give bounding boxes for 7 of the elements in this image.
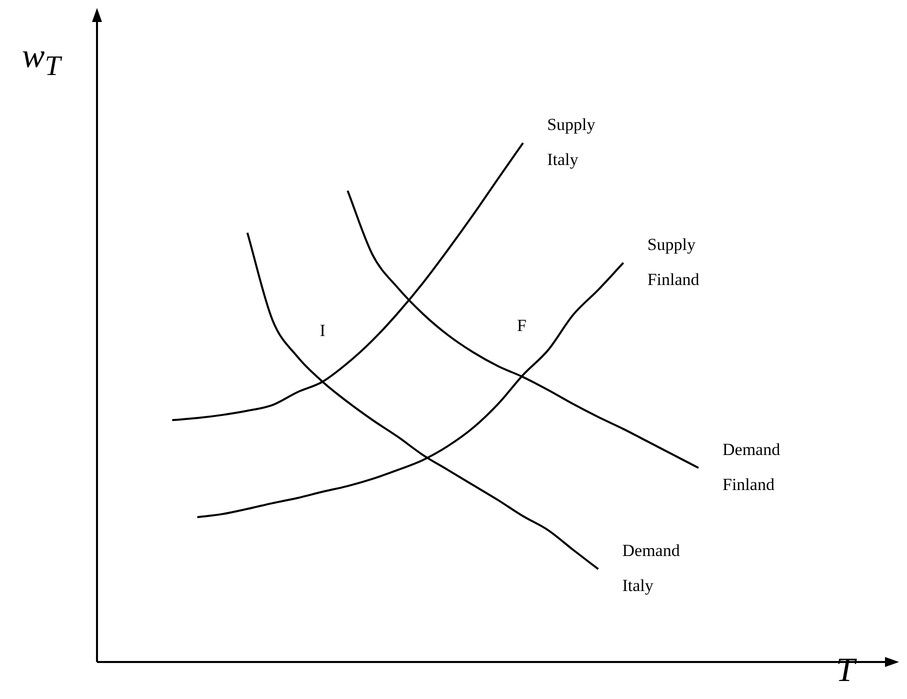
- annotation: I: [320, 321, 326, 340]
- series-label: Supply Finland: [647, 234, 700, 289]
- y-axis-title: w$_{T}$: [22, 38, 60, 83]
- series-label: Demand Finland: [722, 440, 781, 494]
- annotation: F: [517, 316, 526, 335]
- series-label: Demand Italy: [622, 541, 680, 596]
- series-label: Supply Italy: [547, 114, 596, 169]
